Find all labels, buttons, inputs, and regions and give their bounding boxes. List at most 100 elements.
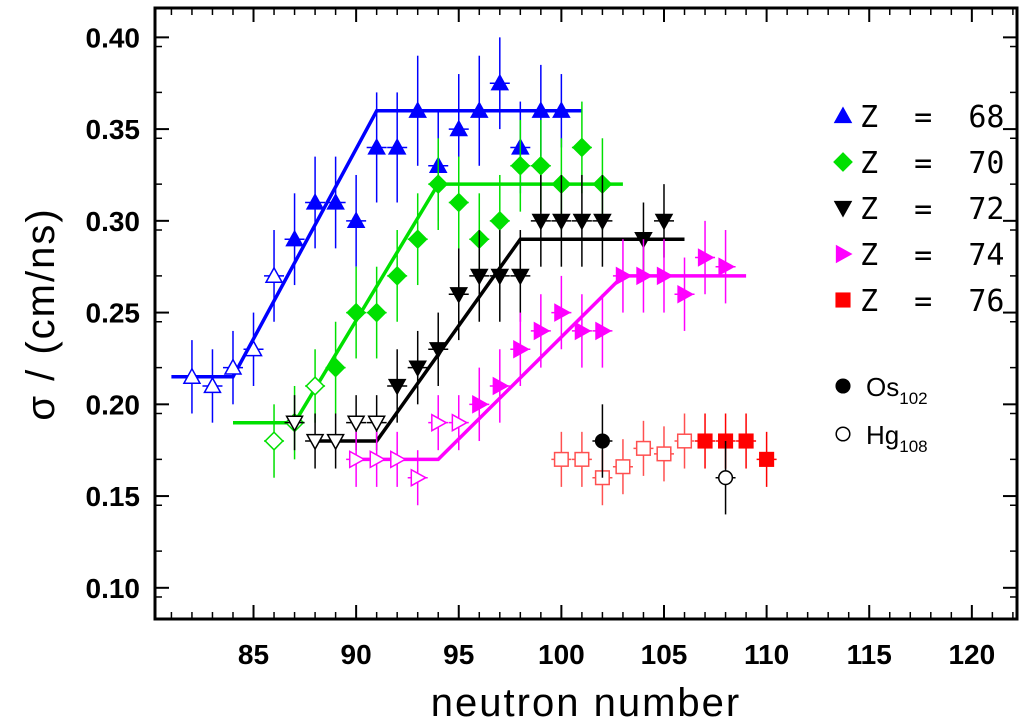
data-point (718, 470, 734, 486)
data-point (305, 376, 325, 396)
data-point (697, 248, 715, 267)
x-tick-label: 105 (641, 639, 688, 670)
data-point (223, 358, 243, 375)
data-point (369, 450, 387, 469)
data-point (410, 468, 428, 487)
legend-label: Z = 70 (860, 146, 1005, 181)
data-point (449, 119, 469, 137)
x-tick-label: 90 (341, 639, 372, 670)
x-tick-label: 100 (538, 639, 585, 670)
data-point (718, 257, 736, 276)
legend-label-symbol: Hg (866, 420, 899, 450)
legend-label: Hg108 (866, 420, 928, 456)
data-point (595, 321, 612, 341)
data-point (472, 395, 489, 414)
x-axis-title: neutron number (431, 681, 741, 725)
data-point (554, 303, 571, 322)
y-tick-label: 0.40 (86, 22, 141, 53)
y-tick-label: 0.25 (86, 298, 141, 329)
data-point (572, 213, 592, 231)
data-point (552, 213, 571, 231)
data-point (387, 266, 408, 286)
data-point (530, 155, 551, 176)
y-tick-label: 0.30 (86, 206, 141, 237)
data-point (387, 137, 407, 155)
data-point (510, 155, 531, 176)
legend-marker (835, 244, 853, 264)
data-point (390, 450, 407, 469)
data-point (346, 211, 366, 228)
x-tick-label: 95 (443, 639, 474, 670)
legend-label-symbol: Os (866, 372, 899, 402)
data-point (636, 266, 654, 286)
data-point (572, 137, 592, 158)
legend-marker (833, 106, 853, 124)
y-tick-label: 0.35 (86, 114, 141, 145)
data-point (264, 431, 284, 451)
data-point (676, 433, 693, 449)
data-point (431, 413, 448, 432)
data-point (203, 376, 222, 394)
data-point (285, 415, 304, 433)
data-point (594, 433, 610, 449)
data-point (325, 357, 346, 378)
data-point (490, 73, 510, 91)
data-point (738, 433, 754, 449)
data-point (285, 229, 304, 247)
legend-marker (835, 378, 851, 394)
data-point (182, 367, 202, 384)
data-point (244, 339, 263, 357)
data-point (305, 192, 325, 210)
legend-marker (835, 292, 851, 308)
x-tick-label: 85 (238, 639, 269, 670)
data-point (387, 378, 407, 396)
legend-label-subscript: 108 (899, 437, 927, 456)
data-point (366, 302, 387, 323)
data-point (656, 446, 672, 462)
data-point (513, 340, 530, 359)
data-point (553, 451, 569, 467)
data-points (181, 37, 777, 515)
legend-marker (833, 200, 853, 218)
legend-label: Z = 76 (860, 284, 1005, 319)
data-point (408, 101, 427, 118)
y-tick-label: 0.20 (86, 389, 141, 420)
data-point (367, 415, 386, 433)
data-point (492, 376, 510, 396)
data-point (531, 213, 551, 231)
data-point (490, 268, 510, 286)
legend-marker (833, 152, 853, 172)
legend-label: Z = 68 (860, 100, 1005, 135)
data-point (367, 137, 386, 155)
data-point (451, 413, 469, 432)
x-tick-label: 115 (847, 639, 892, 670)
data-point (449, 287, 469, 304)
data-point (615, 459, 631, 475)
x-tick-label: 120 (948, 639, 995, 670)
data-point (489, 210, 510, 231)
data-point (615, 266, 633, 286)
data-point (759, 451, 775, 467)
data-point (346, 415, 366, 433)
data-point (574, 451, 590, 467)
fit-line-1 (233, 182, 623, 425)
data-point (574, 321, 592, 341)
data-point (654, 213, 674, 231)
data-point (407, 229, 428, 250)
data-point (511, 268, 530, 286)
legend-label: Os102 (866, 372, 928, 408)
data-point (533, 321, 551, 341)
y-tick-label: 0.15 (86, 481, 141, 512)
legend-label: Z = 74 (860, 238, 1005, 273)
data-point (531, 101, 551, 118)
data-point (677, 284, 695, 304)
axes: 85 90 95 100 105 110 115 120 0.10 0.15 0.20 0.25 0.3… (86, 8, 1017, 670)
data-point (552, 101, 571, 118)
data-point (697, 433, 713, 449)
data-point (593, 213, 612, 231)
x-tick-label: 110 (744, 639, 789, 670)
data-point (326, 433, 345, 451)
data-point (305, 433, 325, 451)
